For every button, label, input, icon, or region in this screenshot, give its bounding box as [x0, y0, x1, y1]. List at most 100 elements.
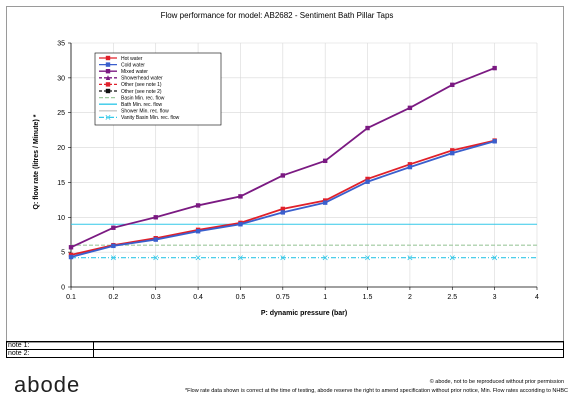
data-point — [365, 125, 370, 131]
x-tick-label: 2 — [408, 294, 412, 301]
y-tick-label: 30 — [57, 75, 65, 82]
legend-label: Other (see note 1) — [121, 82, 162, 88]
data-point — [237, 255, 243, 261]
marker-stroke — [195, 255, 201, 261]
data-point — [450, 148, 455, 153]
marker-stroke — [110, 255, 116, 261]
note-row: note 1: — [6, 341, 564, 350]
legend-entry: Showerhead water — [99, 75, 163, 82]
legend-entry: Hot water — [99, 55, 143, 62]
data-point — [280, 206, 286, 212]
legend-label: Hot water — [121, 56, 143, 62]
legend-marker — [105, 55, 111, 61]
marker-stroke — [449, 255, 455, 261]
legend-entry: Bath Min. rec. flow — [99, 102, 163, 108]
marker-stroke — [280, 255, 286, 261]
x-tick-label: 4 — [535, 294, 539, 301]
series-cold-water — [68, 139, 497, 260]
legend-entry: Basin Min. rec. flow — [99, 95, 165, 101]
data-point — [322, 158, 328, 164]
data-point — [195, 203, 201, 208]
x-tick-label: 0.1 — [66, 294, 76, 301]
y-tick-label: 5 — [61, 250, 65, 257]
x-tick-labels: 0.1 0.2 0.3 0.4 0.5 0.75 1 1.5 2 2.5 3 4 — [66, 294, 539, 301]
legend-label: Vanity Basin Min. rec. flow — [121, 115, 180, 121]
x-tick-label: 0.3 — [151, 294, 161, 301]
legend-entry: Cold water — [99, 62, 145, 68]
legend-marker — [105, 62, 111, 67]
marker-stroke — [365, 255, 371, 261]
marker-stroke — [237, 255, 243, 261]
data-point — [365, 176, 370, 182]
data-point — [450, 150, 455, 156]
note-value — [93, 349, 564, 358]
data-point — [111, 225, 116, 230]
x-axis-label: P: dynamic pressure (bar) — [261, 310, 347, 317]
data-point — [450, 82, 455, 88]
data-point — [407, 255, 413, 261]
y-tick-labels: 0 5 10 15 20 25 30 35 — [57, 41, 65, 292]
legend-label: Showerhead water — [121, 76, 163, 82]
data-point — [153, 237, 158, 242]
chart-title: Flow performance for model: AB2682 - Sen… — [161, 11, 394, 20]
data-point — [111, 243, 116, 249]
y-tick-label: 15 — [57, 180, 65, 187]
marker-stroke — [322, 255, 328, 261]
note-row: note 2: — [6, 349, 564, 358]
legend-label: Basin Min. rec. flow — [121, 95, 165, 101]
legend-marker — [105, 114, 111, 120]
data-point — [110, 255, 116, 261]
y-axis-label: Q: flow rate (litres / Minute) * — [33, 114, 40, 209]
y-tick-label: 20 — [57, 145, 65, 152]
x-tick-label: 1.5 — [363, 294, 373, 301]
marker-stroke — [407, 255, 413, 261]
legend-marker — [105, 82, 111, 87]
marker-stroke — [153, 255, 159, 261]
x-tick-label: 2.5 — [447, 294, 457, 301]
note-label: note 1: — [6, 341, 94, 350]
legend-entry: Shower Min. rec. flow — [99, 109, 169, 115]
copyright-text: © abode, not to be reproduced without pr… — [429, 379, 564, 385]
legend-marker — [105, 88, 111, 94]
legend-entry: Vanity Basin Min. rec. flow — [99, 114, 180, 121]
data-point — [407, 105, 413, 111]
y-tick-label: 10 — [57, 215, 65, 222]
data-point — [407, 164, 413, 170]
data-point — [492, 255, 498, 261]
x-tick-label: 3 — [493, 294, 497, 301]
legend-label: Cold water — [121, 62, 145, 68]
legend-label: Bath Min. rec. flow — [121, 102, 163, 108]
data-point — [68, 254, 74, 260]
disclaimer-text: *Flow rate data shown is correct at the … — [184, 388, 568, 394]
y-tick-label: 0 — [61, 285, 65, 292]
data-point — [68, 245, 74, 250]
data-point — [153, 255, 159, 261]
data-point — [195, 255, 201, 261]
x-tick-label: 0.2 — [108, 294, 118, 301]
y-tick-label: 35 — [57, 41, 65, 48]
x-tick-label: 1 — [323, 294, 327, 301]
abode-logo: abode — [14, 372, 81, 397]
data-point — [280, 255, 286, 261]
data-point — [492, 139, 497, 144]
data-point — [365, 179, 370, 184]
data-point — [365, 255, 371, 261]
legend-label: Shower Min. rec. flow — [121, 109, 169, 115]
legend-label: Other (see note 2) — [121, 89, 162, 95]
legend-entry: Other (see note 2) — [99, 88, 162, 95]
marker-stroke — [492, 255, 498, 261]
data-point — [238, 194, 243, 199]
data-point — [449, 255, 455, 261]
data-point — [322, 200, 328, 205]
data-point — [407, 162, 413, 167]
x-tick-label: 0.4 — [193, 294, 203, 301]
marker-stroke — [105, 114, 111, 120]
legend-marker — [105, 69, 111, 74]
notes-table: note 1: note 2: — [6, 341, 564, 358]
legend-entry: Other (see note 1) — [99, 82, 162, 88]
data-point — [322, 255, 328, 261]
y-tick-label: 25 — [57, 110, 65, 117]
x-tick-label: 0.5 — [236, 294, 246, 301]
x-tick-label: 0.75 — [276, 294, 290, 301]
